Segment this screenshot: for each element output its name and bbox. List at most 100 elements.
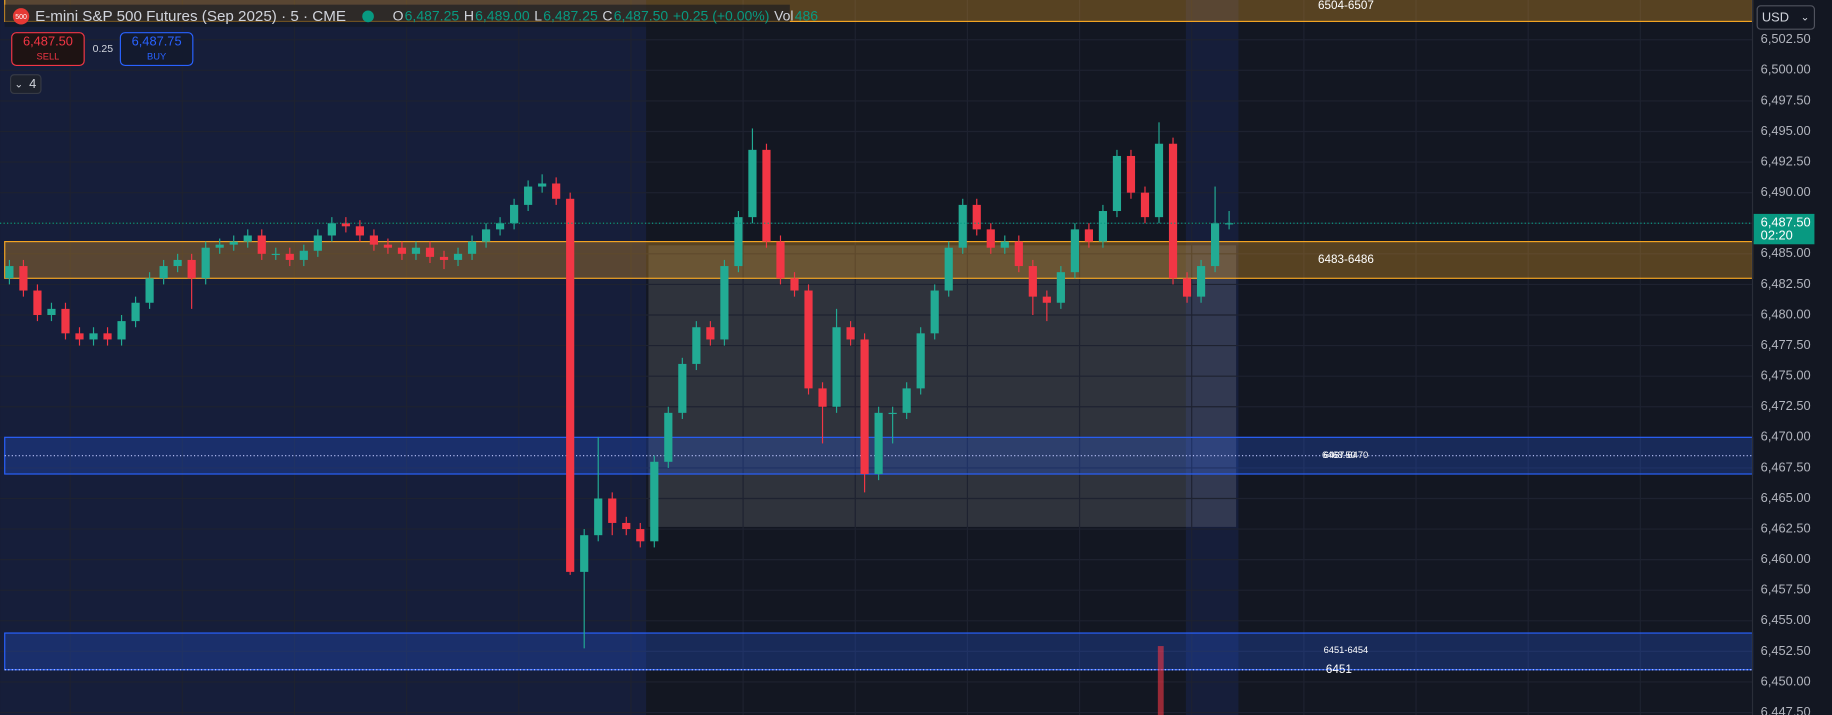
y-tick-label: 6,495.00 [1761,123,1811,138]
last-price-label: 6,487.50 [1761,215,1811,230]
indicator-toggle[interactable] [9,74,42,95]
candle-body [117,321,126,340]
candle-body [664,412,673,462]
candle-body [510,204,519,224]
candle-body [369,235,378,245]
ohlc: O 6,487.25 H 6,489.00 L 6,487.25 C 6,487.50 +0.2… [393,8,819,24]
candle-body [958,204,967,248]
candle-body [61,308,70,334]
candle-body [1014,241,1023,267]
candle-body [944,247,953,291]
candle-body [832,327,841,407]
candle-body [776,241,785,279]
last-price-tag [1753,213,1815,245]
y-tick-label: 6,470.00 [1761,429,1811,444]
zone-label: 6504-6507 [1318,0,1374,12]
candle-body [89,333,98,340]
candle-body [299,250,308,260]
candle-body [636,529,645,542]
y-tick-label: 6,447.50 [1761,704,1811,715]
y-tick-label: 6,477.50 [1761,337,1811,352]
buy-label: BUY [147,52,167,62]
candle-body [383,244,393,248]
candles [5,122,1234,649]
y-tick-label: 6,452.50 [1761,643,1811,658]
ohlc-value: 6,487.50 [614,8,669,24]
chevron: ⌄ [14,78,23,90]
candle-body [538,183,547,187]
ohlc-value: 6,487.25 [405,8,460,24]
session-band [1185,0,1239,715]
candle-body [762,149,771,242]
candle-body [524,186,533,205]
candle-body [271,253,280,255]
countdown: 02:20 [1761,227,1793,242]
candle-body [902,388,911,413]
candle-body [187,259,196,279]
candle-body [467,241,477,254]
candle-body [1112,155,1122,212]
volume-bar [1157,646,1164,715]
y-tick-label: 6,490.00 [1761,184,1811,199]
zone-label: 6483-6486 [1318,253,1374,266]
y-tick-label: 6,480.00 [1761,306,1811,321]
sell-button[interactable] [11,32,85,67]
y-tick-label: 6,472.50 [1761,398,1811,413]
candle-body [804,290,813,389]
candle-body [327,223,336,236]
currency-select[interactable] [1756,5,1816,30]
candle-body [5,266,14,279]
range-box [648,245,1237,527]
candle-body [453,253,463,260]
candle-body [145,278,154,303]
symbol-icon [12,8,30,25]
chevron: ⌄ [1801,11,1810,23]
candle-body [580,535,589,572]
candle-body [33,290,42,315]
candle-body [734,217,743,267]
price-axis: 6,447.50 6,450.00 6,452.50 6,455.00 6,457.50… [1761,31,1811,715]
symbol[interactable]: E-mini S&P 500 Futures (Sep 2025) · 5 · … [35,8,346,25]
candle-body [790,278,799,291]
candle-body [131,302,140,322]
sell-label: SELL [37,52,60,62]
candle-body [495,223,505,230]
symbol-icon-text: 500 [15,14,27,21]
y-tick-label: 6,457.50 [1761,582,1811,597]
ohlc-value: 6,489.00 [475,8,530,24]
candle-body [1126,155,1136,193]
candle-body [1028,266,1037,297]
y-tick-label: 6,485.00 [1761,245,1811,260]
zone-label: 6467-6470 [1324,450,1369,460]
candle-body [986,229,995,248]
candle-body [1070,229,1079,273]
y-tick-label: 6,455.00 [1761,612,1811,627]
ohlc-key: C [602,8,612,24]
candle-body [972,204,981,230]
y-tick-label: 6,482.50 [1761,276,1811,291]
ohlc-key: L [534,8,542,24]
header-bg [4,4,790,27]
y-tick-label: 6,500.00 [1761,62,1811,77]
vol-key: Vol [774,8,793,24]
candle-body [888,412,897,415]
candle-body [1084,229,1093,242]
buy-price: 6,487.75 [132,33,182,48]
indicator-count: 4 [29,76,36,91]
currency: USD [1762,9,1789,24]
ohlc-value: 6,487.25 [543,8,598,24]
candle-body [47,308,56,315]
y-tick-label: 6,502.50 [1761,31,1811,46]
candle-body [720,266,729,340]
status-dot [362,10,374,23]
candle-body [75,333,84,340]
candle-body [846,327,855,340]
candle-body [552,183,561,199]
buy-button[interactable] [119,32,194,67]
candle-body [608,498,617,523]
candle-body [748,149,757,218]
candle-body [916,333,925,389]
candle-body [1196,266,1206,297]
candle-body [622,522,631,530]
